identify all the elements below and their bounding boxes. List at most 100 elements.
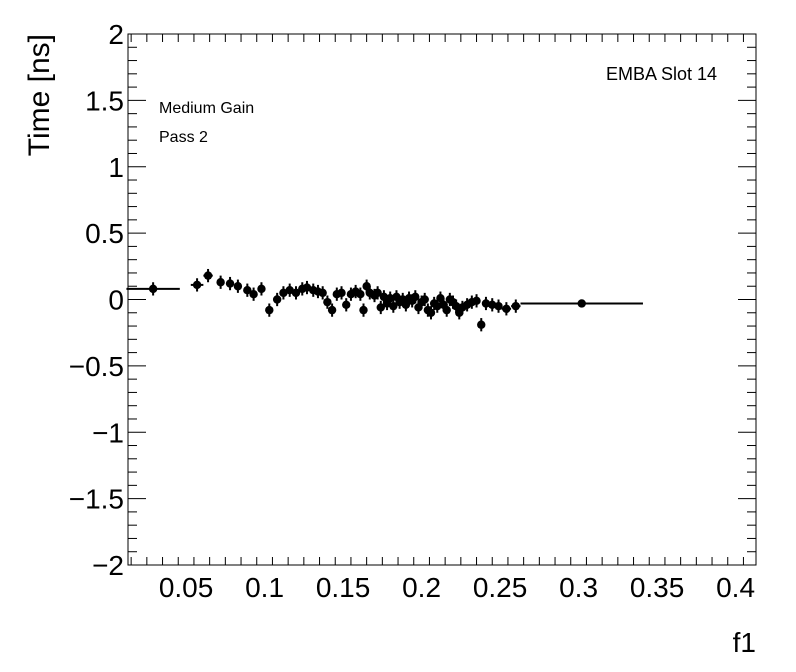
point-marker	[376, 303, 385, 312]
point-marker	[362, 282, 371, 291]
y-tick-label: −1	[92, 417, 124, 448]
y-tick-label: −1.5	[69, 484, 124, 515]
data-point	[327, 303, 337, 317]
point-marker	[481, 299, 491, 308]
point-marker	[442, 305, 451, 315]
point-marker	[285, 286, 294, 295]
data-point	[411, 290, 420, 304]
point-marker	[451, 301, 461, 311]
point-marker	[502, 304, 511, 313]
y-tick-label: 2	[108, 19, 124, 50]
point-marker	[243, 286, 252, 295]
data-point	[249, 287, 258, 301]
point-marker	[420, 295, 429, 304]
point-marker	[337, 288, 346, 298]
point-marker	[488, 300, 497, 310]
x-tick-label: 0.35	[630, 572, 685, 603]
data-point	[511, 299, 521, 313]
data-point	[272, 292, 282, 307]
y-tick-label: −0.5	[69, 351, 124, 382]
point-marker	[411, 292, 420, 302]
point-marker	[148, 284, 158, 294]
point-marker	[192, 280, 202, 290]
data-point	[389, 299, 398, 313]
data-point	[442, 303, 451, 317]
y-tick-label: 1.5	[85, 85, 124, 116]
y-axis-label: Time [ns]	[23, 34, 56, 156]
x-tick-label: 0.1	[245, 572, 284, 603]
point-marker	[257, 284, 266, 294]
point-marker	[356, 289, 365, 299]
point-marker	[342, 300, 351, 310]
point-marker	[433, 301, 442, 311]
point-marker	[302, 283, 312, 292]
data-point	[225, 276, 235, 291]
point-marker	[477, 320, 486, 329]
point-marker	[426, 308, 436, 317]
point-marker	[494, 301, 503, 311]
data-point	[481, 296, 491, 311]
data-point	[356, 287, 365, 301]
x-tick-label: 0.15	[316, 572, 371, 603]
point-marker	[379, 292, 389, 302]
data-point	[501, 302, 512, 316]
point-marker	[216, 278, 225, 287]
data-point	[433, 299, 442, 313]
data-point	[376, 300, 385, 315]
data-point	[279, 286, 288, 300]
point-marker	[389, 301, 398, 311]
data-points	[126, 268, 643, 332]
data-point	[323, 295, 332, 309]
x-tick-label: 0.05	[159, 572, 214, 603]
data-point	[488, 298, 497, 312]
y-tick-label: 0.5	[85, 218, 124, 249]
data-point	[126, 282, 180, 296]
data-point	[243, 283, 252, 297]
point-marker	[203, 271, 213, 280]
x-tick-label: 0.2	[402, 572, 441, 603]
axis-tick-labels: −2 −1.5 −1 −0.5 0 0.5 1 1.5 2 0.05 0.1 0.15 0.2 0.25 0…	[69, 19, 755, 603]
data-point	[477, 318, 486, 332]
point-marker	[225, 279, 235, 288]
point-marker	[359, 305, 368, 315]
y-tick-label: 1	[108, 152, 124, 183]
point-marker	[249, 289, 258, 299]
pass-annotation: Pass 2	[159, 129, 208, 146]
data-point	[291, 286, 301, 300]
point-marker	[318, 288, 327, 298]
y-tick-label: −2	[92, 550, 124, 581]
data-point	[337, 286, 346, 300]
axis-ticks	[128, 33, 756, 566]
data-point	[359, 303, 368, 317]
point-marker	[577, 299, 586, 308]
point-marker	[436, 293, 445, 303]
data-point	[190, 278, 204, 292]
data-point	[302, 280, 312, 295]
data-point	[472, 294, 481, 308]
x-tick-label: 0.3	[559, 572, 598, 603]
data-point	[265, 303, 274, 317]
data-point	[203, 268, 213, 283]
point-marker	[323, 297, 332, 307]
data-point	[420, 292, 429, 307]
point-marker	[401, 300, 411, 310]
point-marker	[327, 305, 337, 315]
data-point	[373, 286, 382, 300]
point-marker	[265, 305, 274, 315]
data-point	[216, 275, 225, 289]
point-marker	[472, 296, 481, 306]
x-tick-label: 0.25	[473, 572, 528, 603]
data-point	[257, 282, 266, 296]
data-point	[342, 298, 351, 312]
point-marker	[272, 295, 282, 304]
point-marker	[233, 282, 243, 291]
data-point	[233, 279, 243, 293]
gain-annotation: Medium Gain	[159, 100, 254, 117]
point-marker	[291, 288, 301, 298]
x-axis-label: f1	[733, 627, 756, 658]
slot-annotation: EMBA Slot 14	[606, 64, 717, 84]
point-marker	[385, 293, 395, 303]
point-marker	[279, 288, 288, 298]
y-tick-label: 0	[108, 285, 124, 316]
